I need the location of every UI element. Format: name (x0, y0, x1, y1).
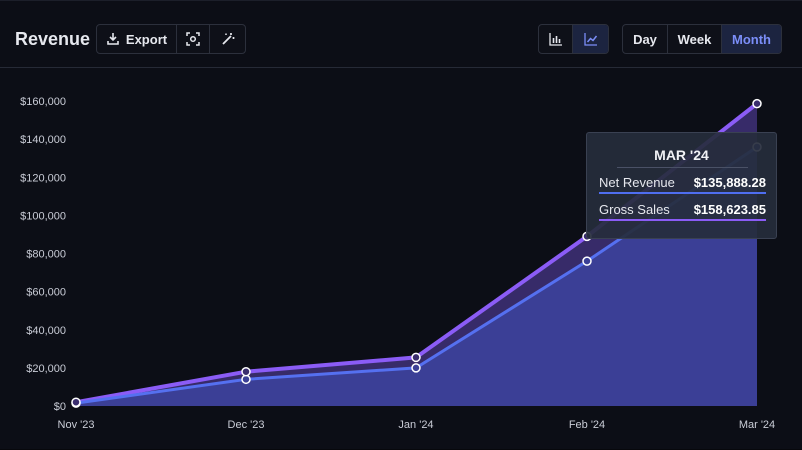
line-chart-button[interactable] (573, 25, 608, 53)
revenue-chart[interactable]: $0 $20,000 $40,000 $60,000 $80,000 $100,000 $1… (0, 68, 802, 450)
x-axis: Nov '23 Dec '23 Jan '24 Feb '24 Mar '24 (58, 419, 776, 431)
y-tick-label: $160,000 (20, 96, 66, 108)
screenshot-button[interactable] (177, 25, 210, 53)
net-revenue-area (76, 146, 757, 407)
gross-sales-point (71, 397, 81, 407)
tooltip-title: MAR '24 (654, 147, 709, 163)
gross-sales-point (411, 352, 421, 363)
net-revenue-point (241, 374, 251, 385)
y-tick-label: $100,000 (20, 210, 66, 222)
range-week-button[interactable]: Week (668, 25, 722, 53)
x-tick-label: Mar '24 (739, 419, 775, 431)
point-layer (71, 98, 762, 408)
y-tick-label: $140,000 (20, 134, 66, 146)
card-header: Revenue Export (0, 1, 802, 68)
bar-chart-icon (548, 32, 563, 46)
export-label: Export (125, 31, 168, 47)
range-toggle: Day Week Month (622, 24, 782, 54)
x-tick-label: Jan '24 (398, 419, 433, 431)
gross-sales-point (752, 98, 762, 109)
tooltip-label: Net Revenue (599, 175, 675, 190)
tooltip-row-gross-sales: Gross Sales $158,623.85 (599, 202, 766, 217)
bar-chart-button[interactable] (539, 25, 573, 53)
net-revenue-point (411, 363, 421, 373)
line-chart-icon (583, 32, 598, 46)
range-day-button[interactable]: Day (623, 25, 668, 53)
export-button[interactable]: Export (97, 25, 177, 53)
screenshot-icon (186, 32, 200, 46)
gross-sales-point (241, 366, 251, 377)
y-tick-label: $40,000 (26, 325, 66, 337)
tooltip-series-line-net (599, 192, 766, 194)
net-revenue-point (582, 256, 592, 266)
y-tick-label: $60,000 (26, 287, 66, 299)
chart-type-toggle (538, 24, 609, 54)
x-tick-label: Feb '24 (569, 419, 605, 431)
tooltip-value: $135,888.28 (693, 175, 766, 190)
magic-wand-icon (221, 32, 235, 46)
tooltip-series-line-gross (599, 219, 766, 221)
tooltip-row-net-revenue: Net Revenue $135,888.28 (599, 175, 766, 190)
x-tick-label: Nov '23 (58, 419, 95, 431)
x-tick-label: Dec '23 (228, 419, 265, 431)
tooltip-value: $158,623.85 (693, 202, 766, 217)
y-tick-label: $20,000 (26, 363, 66, 375)
y-tick-label: $80,000 (26, 249, 66, 261)
y-tick-label: $120,000 (20, 172, 66, 184)
page-title: Revenue (15, 29, 91, 49)
tooltip-divider (617, 167, 748, 168)
chart-tooltip: MAR '24 Net Revenue $135,888.28 Gross Sa… (586, 132, 777, 239)
area-layer (76, 103, 757, 407)
range-month-button[interactable]: Month (722, 25, 781, 53)
y-tick-label: $0 (54, 401, 66, 413)
download-icon (106, 32, 120, 46)
tooltip-label: Gross Sales (599, 202, 670, 217)
magic-button[interactable] (210, 25, 245, 53)
toolbar-actions: Export (96, 24, 246, 54)
y-axis: $0 $20,000 $40,000 $60,000 $80,000 $100,000 $1… (20, 96, 66, 413)
